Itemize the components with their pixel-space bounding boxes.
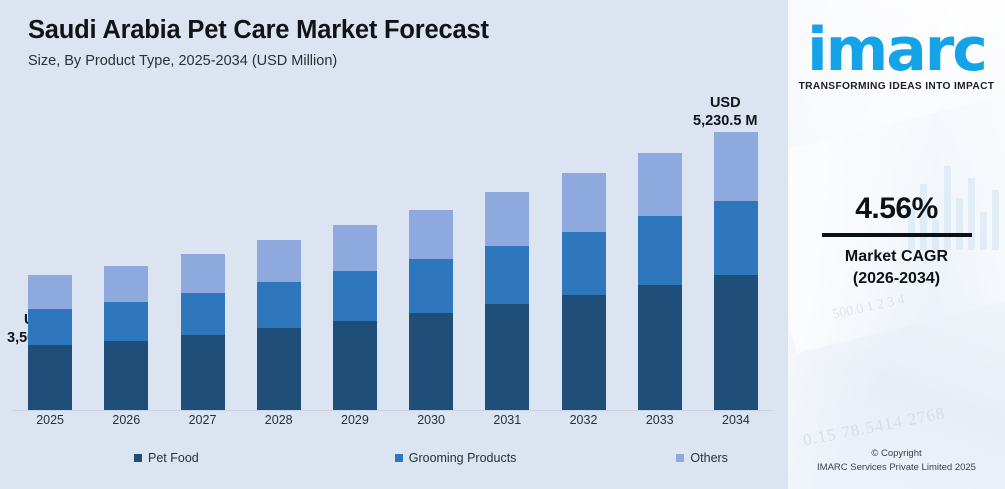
copyright-line-2: IMARC Services Private Limited 2025 xyxy=(817,462,976,474)
cagr-value: 4.56% xyxy=(855,192,938,225)
bar-segment-grooming-products-2028[interactable] xyxy=(256,282,301,328)
bar-segment-grooming-products-2025[interactable] xyxy=(28,308,73,346)
legend-swatch-icon xyxy=(394,454,403,462)
value-callout-2034: USD 5,230.5 M xyxy=(693,95,758,130)
legend-swatch-icon xyxy=(134,454,142,462)
cagr-label-line2: (2026-2034) xyxy=(852,269,941,287)
stacked-bar-2028[interactable] xyxy=(256,239,301,410)
bar-segment-grooming-products-2034[interactable] xyxy=(713,200,758,276)
x-tick-2031: 2031 xyxy=(493,413,522,427)
bar-segment-grooming-products-2029[interactable] xyxy=(332,270,377,321)
bar-group xyxy=(12,95,774,410)
cagr-divider xyxy=(821,233,972,237)
chart-subtitle: Size, By Product Type, 2025-2034 (USD Mi… xyxy=(28,53,338,70)
stacked-bar-2025[interactable] xyxy=(28,275,73,410)
bar-slot-2031 xyxy=(469,95,545,410)
bar-slot-2029 xyxy=(317,95,393,410)
bar-segment-pet-food-2028[interactable] xyxy=(256,327,301,410)
stacked-bar-2033[interactable] xyxy=(637,152,682,410)
bar-segment-grooming-products-2031[interactable] xyxy=(485,245,530,305)
legend-swatch-icon xyxy=(676,454,685,462)
x-tick-2027: 2027 xyxy=(188,413,217,427)
legend-label: Grooming Products xyxy=(408,451,517,465)
copyright-notice: © Copyright IMARC Services Private Limit… xyxy=(788,447,1005,475)
bar-slot-2028 xyxy=(241,95,317,410)
stacked-bar-2034[interactable] xyxy=(713,132,758,410)
chart-header: Saudi Arabia Pet Care Market Forecast Si… xyxy=(28,16,489,69)
bar-segment-others-2031[interactable] xyxy=(485,192,530,246)
bar-segment-others-2032[interactable] xyxy=(561,173,606,232)
stacked-bar-2026[interactable] xyxy=(104,265,149,410)
bar-segment-grooming-products-2032[interactable] xyxy=(561,231,606,296)
imarc-logo: imarc TRANSFORMING IDEAS INTO IMPACT xyxy=(788,15,1005,92)
x-axis-tick-labels: 2025 2026 2027 2028 2029 2030 2031 2032 2033 2034 xyxy=(12,413,774,427)
bar-segment-pet-food-2032[interactable] xyxy=(561,295,606,410)
bar-segment-grooming-products-2026[interactable] xyxy=(104,301,149,341)
bar-segment-grooming-products-2030[interactable] xyxy=(409,258,454,313)
x-tick-2025: 2025 xyxy=(36,413,64,427)
x-tick-2030: 2030 xyxy=(417,413,446,427)
x-tick-2026: 2026 xyxy=(112,413,141,427)
bar-slot-2033 xyxy=(622,95,698,410)
bar-slot-2034 xyxy=(698,95,774,410)
cagr-callout: 4.56% Market CAGR (2026-2034) xyxy=(788,192,1005,289)
bar-segment-pet-food-2031[interactable] xyxy=(485,304,530,410)
bar-segment-pet-food-2029[interactable] xyxy=(332,320,377,410)
imarc-logo-tagline: TRANSFORMING IDEAS INTO IMPACT xyxy=(798,81,995,92)
decorative-watermark-text: 0.15 78.5414 2768 xyxy=(801,403,947,450)
bar-segment-others-2028[interactable] xyxy=(256,239,301,282)
bar-segment-others-2030[interactable] xyxy=(409,209,454,259)
bar-slot-2030 xyxy=(393,95,469,410)
bar-segment-others-2026[interactable] xyxy=(104,265,149,302)
page-title: Saudi Arabia Pet Care Market Forecast xyxy=(28,16,489,44)
plot-area xyxy=(0,95,788,411)
bar-segment-others-2025[interactable] xyxy=(28,275,73,309)
bar-segment-grooming-products-2033[interactable] xyxy=(637,216,682,286)
bar-segment-pet-food-2026[interactable] xyxy=(104,340,149,410)
chart-legend: Pet Food Grooming Products Others xyxy=(12,451,774,465)
legend-label: Pet Food xyxy=(148,451,199,465)
copyright-line-1: © Copyright xyxy=(871,448,922,460)
legend-item-pet-food[interactable]: Pet Food xyxy=(134,451,199,465)
decorative-watermark-text-2: 500.0 1 2 3 4 xyxy=(831,292,907,323)
bar-slot-2032 xyxy=(545,95,621,410)
legend-item-grooming-products[interactable]: Grooming Products xyxy=(394,451,517,465)
chart-panel: Saudi Arabia Pet Care Market Forecast Si… xyxy=(0,16,788,465)
bar-segment-grooming-products-2027[interactable] xyxy=(180,292,225,335)
bar-segment-others-2033[interactable] xyxy=(637,152,682,217)
bar-segment-pet-food-2027[interactable] xyxy=(180,334,225,410)
x-tick-2033: 2033 xyxy=(645,413,674,427)
bar-segment-pet-food-2033[interactable] xyxy=(637,285,682,410)
stacked-bar-2029[interactable] xyxy=(332,225,377,410)
stacked-bar-2031[interactable] xyxy=(485,192,530,410)
cagr-label: Market CAGR (2026-2034) xyxy=(788,246,1005,289)
cagr-label-line1: Market CAGR xyxy=(844,248,949,265)
bar-slot-2026 xyxy=(88,95,164,410)
brand-panel: 0.15 78.5414 2768 500.0 1 2 3 4 imarc TR… xyxy=(788,0,1005,489)
bar-segment-others-2029[interactable] xyxy=(332,225,377,271)
bar-segment-pet-food-2034[interactable] xyxy=(713,275,758,410)
bar-segment-pet-food-2025[interactable] xyxy=(28,345,73,410)
imarc-logo-wordmark: imarc xyxy=(807,15,988,85)
stacked-bar-2032[interactable] xyxy=(561,173,606,410)
stacked-bar-2030[interactable] xyxy=(409,209,454,410)
x-axis-line xyxy=(12,410,774,411)
stacked-bar-2027[interactable] xyxy=(180,254,225,410)
legend-item-others[interactable]: Others xyxy=(676,451,728,465)
bar-slot-2025 xyxy=(12,95,88,410)
bar-slot-2027 xyxy=(164,95,240,410)
x-tick-2032: 2032 xyxy=(569,413,598,427)
callout-value: 5,230.5 M xyxy=(693,112,758,129)
bar-segment-pet-food-2030[interactable] xyxy=(409,312,454,410)
bar-segment-others-2027[interactable] xyxy=(180,254,225,293)
callout-currency-label: USD xyxy=(709,95,741,111)
x-tick-2034: 2034 xyxy=(722,413,750,427)
x-tick-2028: 2028 xyxy=(264,413,293,427)
legend-label: Others xyxy=(690,451,728,465)
bar-segment-others-2034[interactable] xyxy=(713,132,758,201)
x-tick-2029: 2029 xyxy=(341,413,369,427)
